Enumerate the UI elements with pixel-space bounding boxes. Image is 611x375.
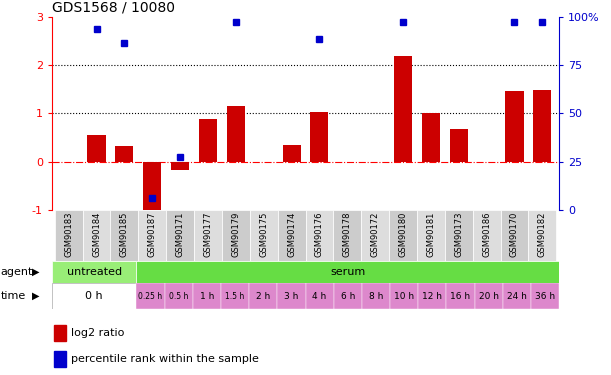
Text: 3 h: 3 h <box>284 292 299 301</box>
Bar <box>115 146 133 162</box>
Text: 36 h: 36 h <box>535 292 555 301</box>
Bar <box>503 283 531 309</box>
Bar <box>199 119 217 162</box>
Text: time: time <box>1 291 26 301</box>
Text: log2 ratio: log2 ratio <box>71 328 125 338</box>
Text: GSM90170: GSM90170 <box>510 211 519 257</box>
Text: 10 h: 10 h <box>394 292 414 301</box>
Text: percentile rank within the sample: percentile rank within the sample <box>71 354 259 364</box>
Text: untreated: untreated <box>67 267 122 277</box>
Bar <box>500 210 529 261</box>
Text: serum: serum <box>330 267 365 277</box>
Bar <box>529 210 556 261</box>
Text: GDS1568 / 10080: GDS1568 / 10080 <box>52 0 175 14</box>
Bar <box>111 210 138 261</box>
Bar <box>362 283 390 309</box>
Bar <box>475 283 503 309</box>
Bar <box>138 210 166 261</box>
Bar <box>445 210 473 261</box>
Bar <box>55 210 82 261</box>
Bar <box>249 283 277 309</box>
Bar <box>306 210 334 261</box>
Text: 4 h: 4 h <box>312 292 327 301</box>
Text: 0.25 h: 0.25 h <box>139 292 163 301</box>
Text: 6 h: 6 h <box>340 292 355 301</box>
Bar <box>361 210 389 261</box>
Bar <box>390 283 418 309</box>
Text: GSM90184: GSM90184 <box>92 211 101 257</box>
Text: ▶: ▶ <box>32 291 39 301</box>
Bar <box>310 112 329 162</box>
Text: GSM90182: GSM90182 <box>538 211 547 257</box>
Bar <box>54 351 65 367</box>
Bar <box>221 283 249 309</box>
Bar <box>164 283 193 309</box>
Text: GSM90183: GSM90183 <box>64 211 73 257</box>
Bar <box>171 162 189 170</box>
Text: GSM90175: GSM90175 <box>259 211 268 257</box>
Text: GSM90171: GSM90171 <box>175 211 185 257</box>
Bar <box>250 210 277 261</box>
Text: agent: agent <box>1 267 33 277</box>
Text: 16 h: 16 h <box>450 292 470 301</box>
Bar <box>394 56 412 162</box>
Text: 0 h: 0 h <box>86 291 103 301</box>
Bar <box>277 210 306 261</box>
Bar <box>389 210 417 261</box>
Bar <box>194 210 222 261</box>
Bar <box>227 106 245 162</box>
Text: 12 h: 12 h <box>422 292 442 301</box>
Text: GSM90173: GSM90173 <box>454 211 463 257</box>
Text: 1 h: 1 h <box>200 292 214 301</box>
Bar <box>531 283 559 309</box>
Text: 8 h: 8 h <box>369 292 383 301</box>
Bar <box>136 261 559 283</box>
Text: 24 h: 24 h <box>507 292 527 301</box>
Bar <box>277 283 306 309</box>
Bar <box>422 113 440 162</box>
Text: 0.5 h: 0.5 h <box>169 292 188 301</box>
Text: GSM90185: GSM90185 <box>120 211 129 257</box>
Bar <box>52 283 136 309</box>
Bar <box>282 145 301 162</box>
Bar <box>450 129 468 162</box>
Text: GSM90172: GSM90172 <box>371 211 379 257</box>
Bar <box>533 90 551 162</box>
Bar <box>418 283 447 309</box>
Text: GSM90176: GSM90176 <box>315 211 324 257</box>
Bar <box>166 210 194 261</box>
Bar <box>54 325 65 341</box>
Bar <box>136 283 164 309</box>
Bar <box>52 261 136 283</box>
Text: GSM90181: GSM90181 <box>426 211 436 257</box>
Text: GSM90178: GSM90178 <box>343 211 352 257</box>
Bar <box>505 91 524 162</box>
Text: GSM90177: GSM90177 <box>203 211 213 257</box>
Bar <box>334 210 361 261</box>
Text: GSM90187: GSM90187 <box>148 211 157 257</box>
Bar <box>447 283 475 309</box>
Bar <box>222 210 250 261</box>
Bar <box>306 283 334 309</box>
Text: ▶: ▶ <box>32 267 39 277</box>
Text: 2 h: 2 h <box>256 292 270 301</box>
Text: GSM90186: GSM90186 <box>482 211 491 257</box>
Text: 1.5 h: 1.5 h <box>225 292 244 301</box>
Text: GSM90179: GSM90179 <box>232 211 240 257</box>
Bar <box>82 210 111 261</box>
Bar <box>473 210 500 261</box>
Bar <box>193 283 221 309</box>
Bar <box>143 162 161 212</box>
Bar <box>417 210 445 261</box>
Bar <box>87 135 106 162</box>
Text: GSM90174: GSM90174 <box>287 211 296 257</box>
Text: 20 h: 20 h <box>478 292 499 301</box>
Bar <box>334 283 362 309</box>
Text: GSM90180: GSM90180 <box>398 211 408 257</box>
